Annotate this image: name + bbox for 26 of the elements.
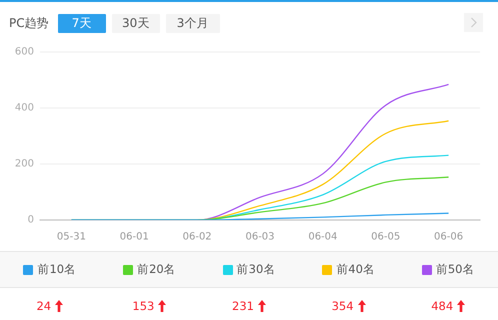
text: 231 xyxy=(232,299,254,313)
text: 3个月 xyxy=(166,14,220,32)
legend-label: 前10名 xyxy=(37,262,76,277)
text: 153 xyxy=(132,299,154,313)
text: 7天 xyxy=(58,14,106,32)
text: 354 xyxy=(332,299,354,313)
y-tick-label: 600 xyxy=(14,46,34,58)
legend-label: 前30名 xyxy=(236,262,276,277)
x-tick-label: 06-06 xyxy=(434,232,464,243)
y-tick-label: 200 xyxy=(14,158,34,170)
legend-label: 前20名 xyxy=(137,262,176,277)
text: 484 xyxy=(431,299,454,313)
x-tick-label: 06-03 xyxy=(245,232,275,243)
text: 24 xyxy=(36,299,52,313)
x-tick-label: 06-04 xyxy=(308,232,338,243)
line-series xyxy=(70,212,450,220)
x-tick-label: 06-05 xyxy=(371,232,400,243)
legend-label: 前50名 xyxy=(436,262,474,277)
text: 30天 xyxy=(112,14,160,32)
legend-label: 前40名 xyxy=(336,262,375,277)
x-tick-label: 06-01 xyxy=(120,232,149,243)
x-tick-label: 06-02 xyxy=(182,232,212,243)
y-tick-label: 400 xyxy=(14,102,34,114)
y-tick-label: 0 xyxy=(28,214,34,226)
x-tick-label: 05-31 xyxy=(56,232,86,243)
chart-title: PC趋势 xyxy=(9,14,49,32)
